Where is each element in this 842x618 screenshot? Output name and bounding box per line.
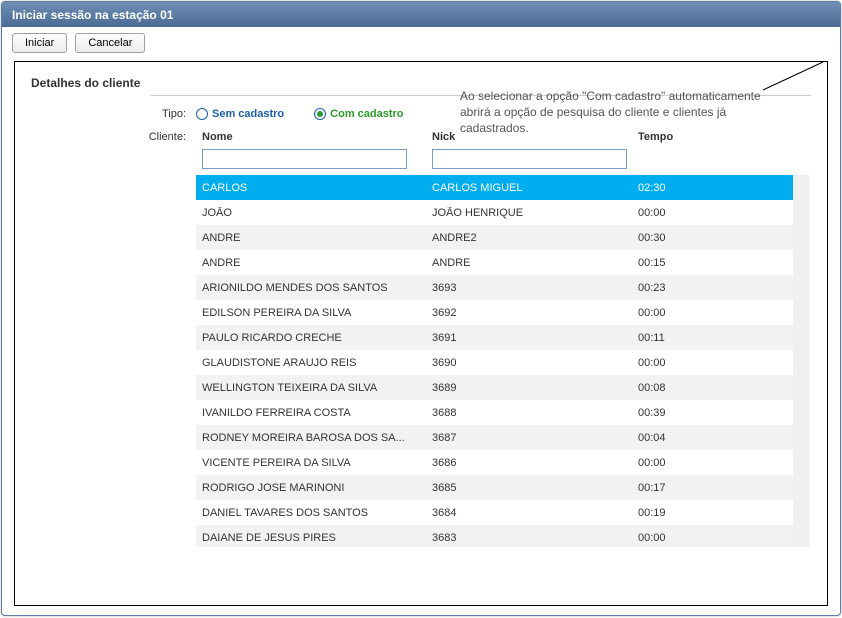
cell-nick: 3693	[426, 282, 632, 294]
cell-tempo: 02:30	[632, 182, 782, 194]
table-row[interactable]: GLAUDISTONE ARAUJO REIS369000:00	[196, 350, 793, 375]
cell-nome: PAULO RICARDO CRECHE	[196, 332, 426, 344]
table-row[interactable]: RODNEY MOREIRA BAROSA DOS SA...368700:04	[196, 425, 793, 450]
filter-row	[196, 146, 809, 175]
filter-nick-input[interactable]	[432, 149, 627, 169]
cell-tempo: 00:23	[632, 282, 782, 294]
cell-nick: 3692	[426, 307, 632, 319]
cell-tempo: 00:11	[632, 332, 782, 344]
toolbar: Iniciar Cancelar	[2, 27, 840, 59]
radio-com-label: Com cadastro	[330, 108, 403, 120]
header-nick[interactable]: Nick	[426, 131, 632, 143]
cell-nick: JOÃO HENRIQUE	[426, 207, 632, 219]
radio-sem-cadastro[interactable]: Sem cadastro	[196, 108, 284, 120]
table-header: Nome Nick Tempo	[196, 128, 809, 146]
cell-nome: VICENTE PEREIRA DA SILVA	[196, 457, 426, 469]
cell-nick: CARLOS MIGUEL	[426, 182, 632, 194]
titlebar: Iniciar sessão na estação 01	[2, 2, 840, 27]
filter-nome-input[interactable]	[202, 149, 407, 169]
tipo-label: Tipo:	[31, 108, 196, 120]
annotation-pointer-line	[763, 62, 823, 90]
cell-tempo: 00:08	[632, 382, 782, 394]
cell-nome: JOÃO	[196, 207, 426, 219]
cell-nick: 3690	[426, 357, 632, 369]
cell-tempo: 00:00	[632, 357, 782, 369]
window-title: Iniciar sessão na estação 01	[12, 8, 173, 22]
scroll-up-icon[interactable]: ▲	[793, 175, 809, 191]
cell-tempo: 00:17	[632, 482, 782, 494]
cliente-row: Cliente: Nome Nick Tempo CARLOSCARLOS MI…	[31, 128, 811, 547]
radio-icon	[314, 108, 326, 120]
cell-nome: DAIANE DE JESUS PIRES	[196, 532, 426, 544]
cell-tempo: 00:00	[632, 307, 782, 319]
cell-nome: GLAUDISTONE ARAUJO REIS	[196, 357, 426, 369]
table-row[interactable]: DANIEL TAVARES DOS SANTOS368400:19	[196, 500, 793, 525]
cell-tempo: 00:19	[632, 507, 782, 519]
cell-tempo: 00:15	[632, 257, 782, 269]
scroll-down-icon[interactable]: ▼	[793, 531, 809, 547]
table-row[interactable]: DAIANE DE JESUS PIRES368300:00	[196, 525, 793, 547]
cell-nome: RODRIGO JOSE MARINONI	[196, 482, 426, 494]
cell-nome: RODNEY MOREIRA BAROSA DOS SA...	[196, 432, 426, 444]
cell-nick: 3683	[426, 532, 632, 544]
cell-nick: 3686	[426, 457, 632, 469]
table-row[interactable]: JOÃOJOÃO HENRIQUE00:00	[196, 200, 793, 225]
radio-sem-label: Sem cadastro	[212, 108, 284, 120]
cell-nome: ARIONILDO MENDES DOS SANTOS	[196, 282, 426, 294]
cell-nome: ANDRE	[196, 232, 426, 244]
cell-nick: 3689	[426, 382, 632, 394]
cell-nick: 3684	[426, 507, 632, 519]
cell-nome: EDILSON PEREIRA DA SILVA	[196, 307, 426, 319]
start-button[interactable]: Iniciar	[12, 33, 67, 53]
cell-tempo: 00:30	[632, 232, 782, 244]
cell-nome: IVANILDO FERREIRA COSTA	[196, 407, 426, 419]
cell-nick: ANDRE2	[426, 232, 632, 244]
table-row[interactable]: ARIONILDO MENDES DOS SANTOS369300:23	[196, 275, 793, 300]
cell-nick: 3685	[426, 482, 632, 494]
table-row[interactable]: VICENTE PEREIRA DA SILVA368600:00	[196, 450, 793, 475]
table-row[interactable]: WELLINGTON TEIXEIRA DA SILVA368900:08	[196, 375, 793, 400]
table-row[interactable]: ANDREANDRE00:15	[196, 250, 793, 275]
table-row[interactable]: ANDREANDRE200:30	[196, 225, 793, 250]
table-body: CARLOSCARLOS MIGUEL02:30JOÃOJOÃO HENRIQU…	[196, 175, 809, 547]
header-nome[interactable]: Nome	[196, 131, 426, 143]
cell-nick: ANDRE	[426, 257, 632, 269]
scrollbar[interactable]: ▲ ▼	[793, 175, 809, 547]
cell-nome: DANIEL TAVARES DOS SANTOS	[196, 507, 426, 519]
radio-com-cadastro[interactable]: Com cadastro	[314, 108, 403, 120]
cell-tempo: 00:04	[632, 432, 782, 444]
cell-nome: ANDRE	[196, 257, 426, 269]
cell-nick: 3687	[426, 432, 632, 444]
cell-nick: 3691	[426, 332, 632, 344]
table-row[interactable]: IVANILDO FERREIRA COSTA368800:39	[196, 400, 793, 425]
client-table: Nome Nick Tempo CARLOSCARLOS MIGUEL02:30…	[196, 128, 809, 547]
dialog-window: Iniciar sessão na estação 01 Iniciar Can…	[1, 1, 841, 616]
table-row[interactable]: PAULO RICARDO CRECHE369100:11	[196, 325, 793, 350]
cell-nome: CARLOS	[196, 182, 426, 194]
cell-tempo: 00:00	[632, 457, 782, 469]
cliente-label: Cliente:	[31, 128, 196, 143]
table-row[interactable]: EDILSON PEREIRA DA SILVA369200:00	[196, 300, 793, 325]
content-panel: Detalhes do cliente Ao selecionar a opçã…	[14, 61, 828, 606]
cell-tempo: 00:00	[632, 532, 782, 544]
cell-nome: WELLINGTON TEIXEIRA DA SILVA	[196, 382, 426, 394]
cancel-button[interactable]: Cancelar	[75, 33, 145, 53]
radio-icon	[196, 108, 208, 120]
cell-nick: 3688	[426, 407, 632, 419]
tipo-radio-group: Sem cadastro Com cadastro	[196, 108, 404, 120]
cell-tempo: 00:00	[632, 207, 782, 219]
table-row[interactable]: CARLOSCARLOS MIGUEL02:30	[196, 175, 793, 200]
header-tempo[interactable]: Tempo	[632, 131, 782, 143]
cell-tempo: 00:39	[632, 407, 782, 419]
table-row[interactable]: RODRIGO JOSE MARINONI368500:17	[196, 475, 793, 500]
